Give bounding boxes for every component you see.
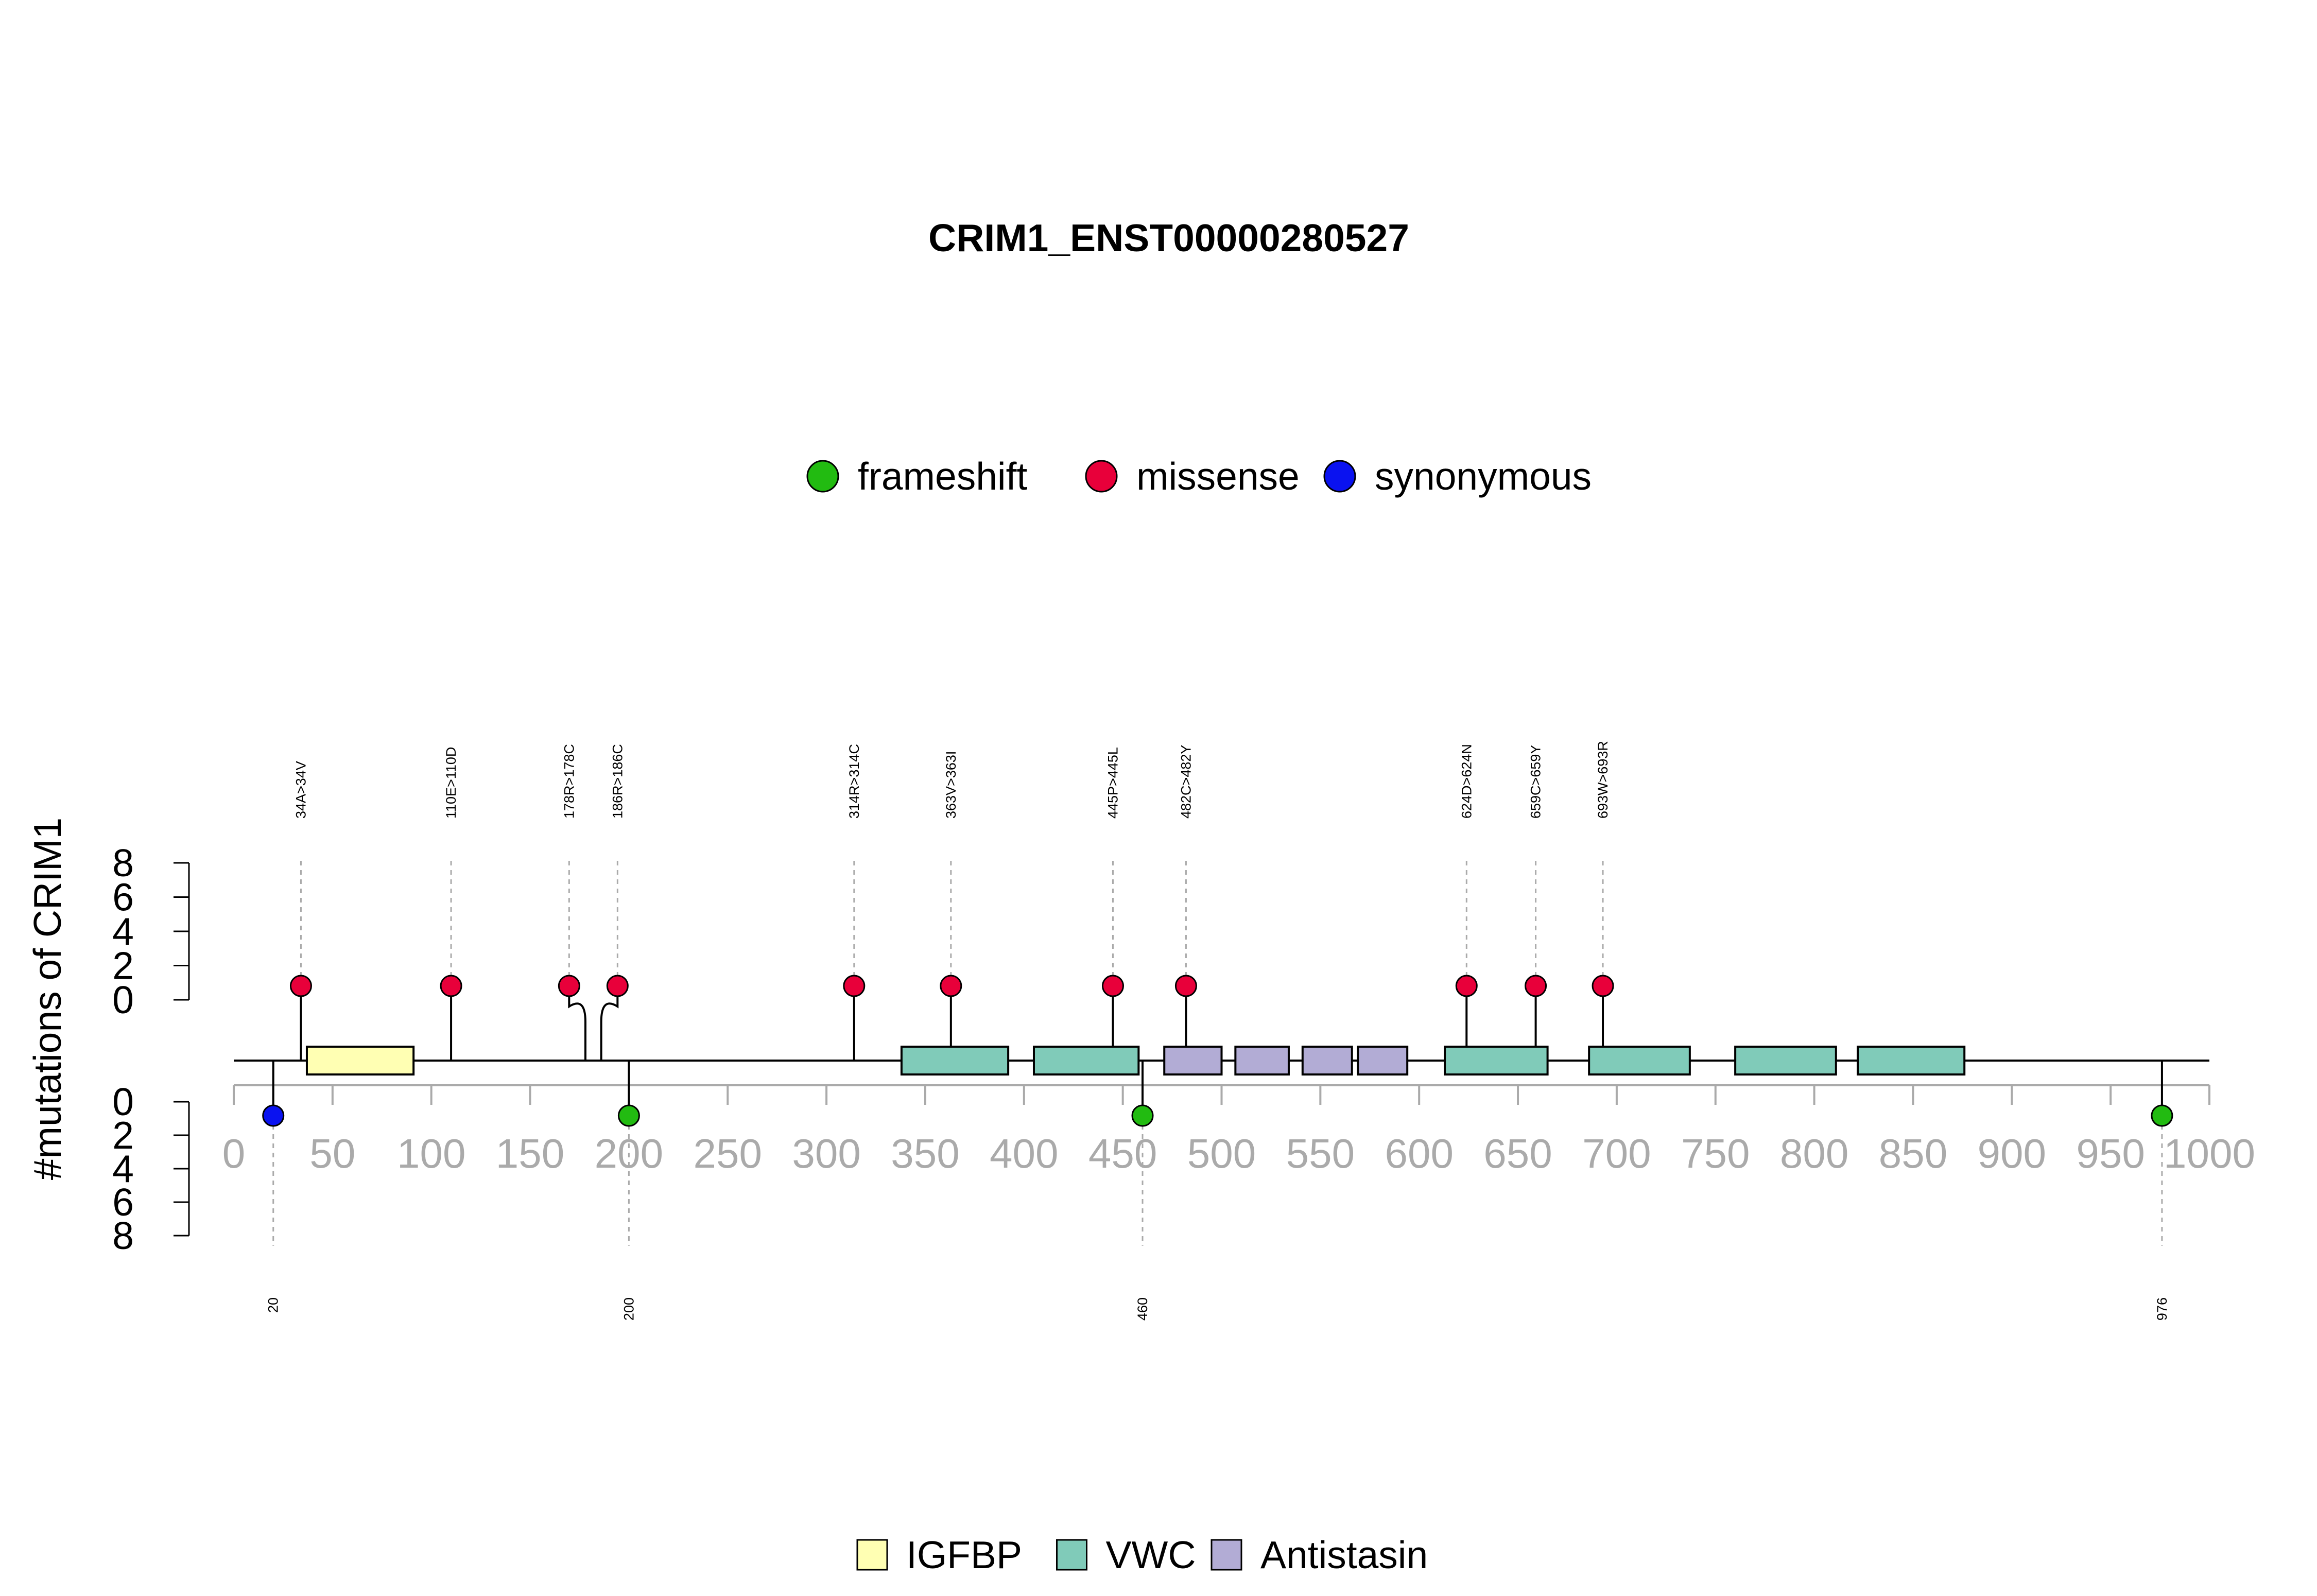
- legend-swatch-vwc: [1056, 1539, 1087, 1571]
- upper-y-tick-label: 8: [112, 841, 134, 884]
- lower-mutation-label: 20: [266, 1297, 281, 1313]
- legend-swatch-antistasin: [1211, 1539, 1242, 1571]
- x-tick-label: 500: [1187, 1131, 1256, 1176]
- upper-y-tick-label: 4: [112, 910, 134, 953]
- domain-antistasin: [1163, 1046, 1223, 1075]
- domain-vwc: [900, 1046, 1010, 1075]
- x-tick-label: 550: [1286, 1131, 1355, 1176]
- upper-mutation-label: 693W>693R: [1595, 741, 1611, 819]
- legend-marker-frameshift: [806, 460, 839, 493]
- lower-y-tick-label: 6: [112, 1181, 134, 1224]
- domain-igfbp: [305, 1046, 415, 1075]
- x-tick-label: 150: [496, 1131, 564, 1176]
- mutation-point-frameshift: [2151, 1104, 2173, 1127]
- domain-legend: IGFBP VWC Antistasin: [856, 1533, 1428, 1576]
- x-tick-label: 900: [1978, 1131, 2046, 1176]
- mutation-point-missense: [1592, 975, 1614, 997]
- x-tick-label: 50: [309, 1131, 355, 1176]
- mutation-labels: 34A>34V 110E>110D 178R>178C 186R>186C 314R>3…: [266, 741, 2170, 1321]
- lower-mutation-label: 200: [621, 1297, 636, 1321]
- lower-mutation-label: 976: [2154, 1297, 2170, 1321]
- lower-y-tick-label: 8: [112, 1214, 134, 1257]
- mutation-points: [262, 975, 2173, 1127]
- upper-mutation-label: 482C>482Y: [1178, 745, 1194, 819]
- upper-mutation-label: 186R>186C: [610, 744, 625, 819]
- legend-label-synonymous: synonymous: [1375, 455, 1592, 498]
- upper-stem-bent: [600, 986, 619, 1061]
- legend-label-igfbp: IGFBP: [906, 1533, 1022, 1576]
- upper-mutation-label: 445P>445L: [1105, 747, 1120, 819]
- upper-mutation-label: 624D>624N: [1459, 744, 1474, 819]
- mutation-point-frameshift: [1131, 1104, 1154, 1127]
- mutation-point-missense: [1101, 975, 1124, 997]
- lower-y-tick-label: 0: [112, 1080, 134, 1123]
- legend-label-antistasin: Antistasin: [1260, 1533, 1428, 1576]
- mutation-point-missense: [1174, 975, 1197, 997]
- upper-y-tick-label: 2: [112, 944, 134, 987]
- x-tick-label: 1000: [2164, 1131, 2255, 1176]
- x-axis: 0 50 100 150 200 250 300 350 400 450 500 550 600 650 7…: [222, 1084, 2255, 1176]
- domain-vwc: [1857, 1046, 1966, 1075]
- legend-label-missense: missense: [1136, 455, 1300, 498]
- x-tick-label: 250: [694, 1131, 762, 1176]
- domain-antistasin: [1357, 1046, 1409, 1075]
- domain-vwc: [1444, 1046, 1549, 1075]
- mutation-point-synonymous: [262, 1104, 285, 1127]
- x-tick-label: 400: [990, 1131, 1058, 1176]
- x-tick-label: 450: [1088, 1131, 1157, 1176]
- x-tick-label: 600: [1385, 1131, 1453, 1176]
- legend-label-frameshift: frameshift: [858, 455, 1027, 498]
- upper-mutation-label: 314R>314C: [846, 744, 862, 819]
- upper-mutation-label: 363V>363I: [943, 751, 959, 819]
- legend-marker-synonymous: [1323, 460, 1356, 493]
- x-tick-label: 950: [2076, 1131, 2145, 1176]
- upper-y-tick-label: 6: [112, 876, 134, 919]
- lower-mutation-label: 460: [1135, 1297, 1150, 1321]
- lower-y-tick-label: 4: [112, 1147, 134, 1190]
- upper-mutation-label: 34A>34V: [293, 761, 308, 819]
- legend-marker-missense: [1085, 460, 1118, 493]
- upper-mutation-label: 178R>178C: [561, 744, 577, 819]
- domain-vwc: [1734, 1046, 1837, 1075]
- x-tick-label: 700: [1582, 1131, 1651, 1176]
- domain-antistasin: [1234, 1046, 1290, 1075]
- mutation-point-missense: [1455, 975, 1478, 997]
- mutation-point-missense: [1525, 975, 1547, 997]
- legend-swatch-igfbp: [856, 1539, 888, 1571]
- mutation-point-missense: [558, 975, 580, 997]
- x-tick-label: 800: [1780, 1131, 1848, 1176]
- mutation-point-missense: [289, 975, 312, 997]
- legend-label-vwc: VWC: [1106, 1533, 1196, 1576]
- domain-antistasin: [1301, 1046, 1353, 1075]
- x-tick-label: 100: [397, 1131, 465, 1176]
- upper-stem-bent: [568, 986, 586, 1061]
- chart-title: CRIM1_ENST00000280527: [928, 216, 1409, 259]
- upper-y-tick-label: 0: [112, 978, 134, 1021]
- upper-mutation-label: 659C>659Y: [1528, 745, 1544, 819]
- lower-y-tick-label: 2: [112, 1114, 134, 1157]
- mutation-point-missense: [843, 975, 866, 997]
- mutation-point-frameshift: [617, 1104, 640, 1127]
- x-tick-label: 850: [1879, 1131, 1947, 1176]
- domain-vwc: [1588, 1046, 1691, 1075]
- x-tick-label: 350: [891, 1131, 959, 1176]
- x-tick-label: 0: [222, 1131, 246, 1176]
- mutation-point-missense: [606, 975, 629, 997]
- domain-vwc: [1032, 1046, 1140, 1075]
- protein-domains: [305, 1046, 1966, 1075]
- y-axis-label: #mutations of CRIM1: [26, 818, 69, 1180]
- x-tick-label: 300: [792, 1131, 860, 1176]
- upper-mutation-label: 110E>110D: [443, 747, 459, 819]
- mutation-legend: frameshift missense synonymous: [806, 455, 1592, 498]
- mutation-point-missense: [940, 975, 962, 997]
- mutation-point-missense: [440, 975, 462, 997]
- x-tick-label: 650: [1483, 1131, 1552, 1176]
- x-tick-label: 750: [1681, 1131, 1750, 1176]
